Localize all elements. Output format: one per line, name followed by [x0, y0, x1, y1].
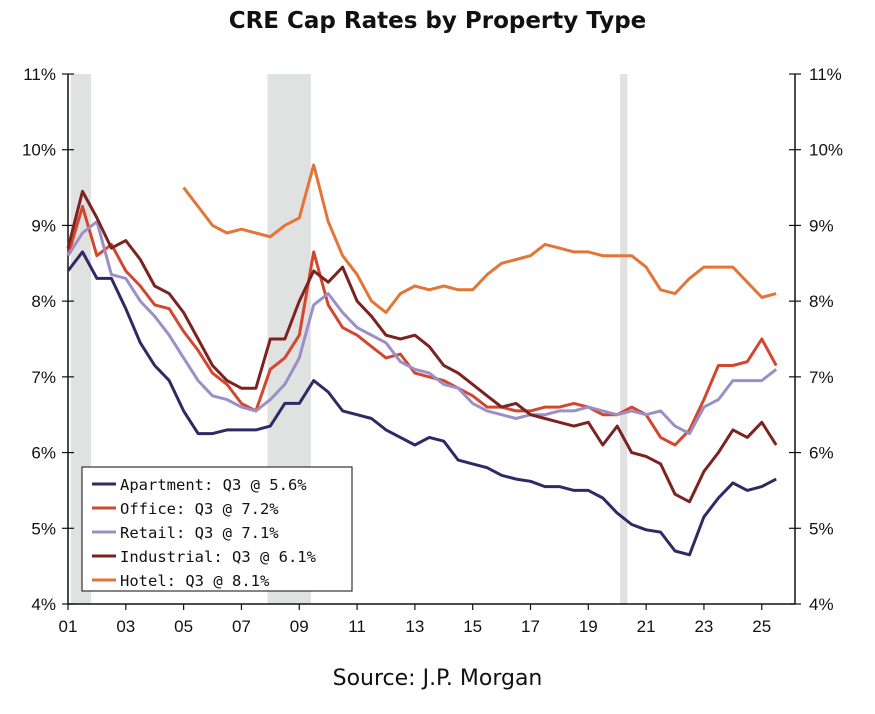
recession-band [620, 74, 628, 604]
y-tick-label-left: 11% [23, 65, 56, 84]
y-tick-label-left: 6% [31, 444, 56, 463]
y-tick-label-right: 10% [809, 141, 843, 160]
series-line-retail [66, 220, 778, 436]
y-tick-label-right: 9% [809, 216, 834, 235]
source-note: Source: J.P. Morgan [332, 666, 543, 691]
x-tick-label: 03 [116, 617, 135, 636]
series-line-office [66, 205, 778, 447]
legend-box [81, 466, 353, 592]
x-tick-label: 25 [752, 617, 771, 636]
legend-label: Hotel: Q3 @ 8.1% [120, 572, 270, 590]
y-tick-label-left: 9% [31, 216, 56, 235]
y-tick-label-right: 7% [809, 368, 834, 387]
series-line-hotel [182, 163, 777, 314]
y-tick-label-left: 10% [22, 141, 56, 160]
y-tick-label-right: 6% [809, 444, 834, 463]
legend-label: Office: Q3 @ 7.2% [120, 500, 279, 518]
y-tick-label-right: 8% [809, 292, 834, 311]
x-tick-label: 09 [290, 617, 309, 636]
series-line-industrial [66, 189, 778, 504]
y-tick-label-right: 4% [809, 595, 834, 614]
legend-label: Retail: Q3 @ 7.1% [120, 524, 279, 542]
x-tick-label: 23 [694, 617, 713, 636]
x-tick-label: 17 [521, 617, 540, 636]
chart-title: CRE Cap Rates by Property Type [228, 8, 647, 34]
legend-label: Apartment: Q3 @ 5.6% [120, 476, 307, 494]
x-tick-label: 19 [579, 617, 598, 636]
x-tick-label: 13 [405, 617, 424, 636]
x-tick-label: 15 [463, 617, 482, 636]
x-tick-label: 05 [174, 617, 193, 636]
legend-label: Industrial: Q3 @ 6.1% [120, 548, 317, 566]
series-line-apartment [66, 250, 777, 557]
y-tick-label-left: 5% [31, 519, 56, 538]
y-tick-label-right: 11% [809, 65, 842, 84]
y-tick-label-left: 8% [31, 292, 56, 311]
x-tick-label: 07 [232, 617, 251, 636]
x-tick-label: 21 [637, 617, 656, 636]
y-tick-label-right: 5% [809, 519, 834, 538]
x-tick-label: 11 [348, 617, 366, 636]
y-tick-label-left: 4% [31, 595, 56, 614]
x-tick-label: 01 [59, 617, 78, 636]
y-tick-label-left: 7% [31, 368, 56, 387]
